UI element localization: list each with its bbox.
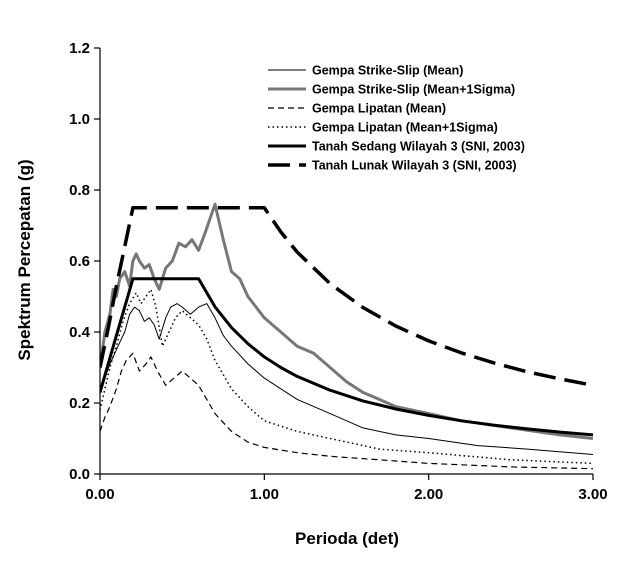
- legend-label-2: Gempa Strike-Slip (Mean+1Sigma): [312, 83, 515, 97]
- legend-label-6: Tanah Lunak Wilayah 3 (SNI, 2003): [312, 159, 517, 173]
- series-layer: [100, 202, 593, 470]
- y-tick-label: 0.8: [69, 182, 90, 199]
- x-tick-label: 0.00: [85, 486, 114, 503]
- legend-label-3: Gempa Lipatan (Mean): [312, 102, 446, 116]
- series-line-1: [100, 303, 593, 455]
- x-tick-label: 3.00: [578, 486, 607, 503]
- series-line-3: [100, 352, 593, 470]
- x-tick-label: 2.00: [414, 486, 443, 503]
- x-tick-label: 1.00: [250, 486, 279, 503]
- series-line-4: [100, 288, 593, 465]
- legend-label-1: Gempa Strike-Slip (Mean): [312, 64, 463, 78]
- y-axis-title: Spektrum Percepatan (g): [15, 159, 34, 360]
- series-line-2: [100, 202, 593, 440]
- legend-label-5: Tanah Sedang Wilayah 3 (SNI, 2003): [312, 140, 525, 154]
- legend-label-4: Gempa Lipatan (Mean+1Sigma): [312, 121, 498, 135]
- ticks-layer: 0.0 0.2 0.4 0.6 0.8 1.0 1.2 0.00 1.00 2.00 3.00: [69, 40, 607, 503]
- y-tick-label: 0.0: [69, 466, 90, 483]
- legend: Gempa Strike-Slip (Mean) Gempa Strike-Sli…: [268, 64, 525, 173]
- y-tick-label: 0.6: [69, 253, 90, 270]
- x-axis-title: Perioda (det): [295, 529, 399, 548]
- y-tick-label: 1.0: [69, 111, 90, 128]
- y-tick-label: 0.4: [69, 324, 91, 341]
- y-tick-label: 1.2: [69, 40, 90, 57]
- y-tick-label: 0.2: [69, 395, 90, 412]
- series-line-6: [100, 206, 593, 388]
- series-line-5: [100, 277, 593, 437]
